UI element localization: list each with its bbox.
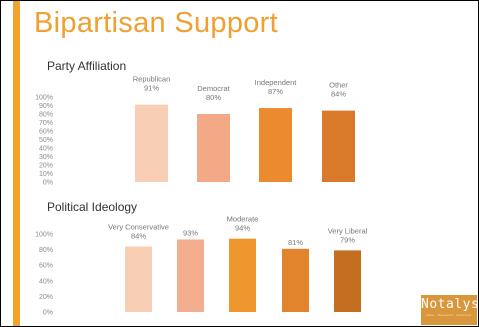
political-ideology-title: Political Ideology	[47, 200, 138, 214]
value-label: 79%	[340, 235, 355, 244]
notalys-logo: Notalys Data · Research · Solutions	[421, 295, 478, 325]
value-label: 80%	[206, 93, 221, 102]
slide-title: Bipartisan Support	[34, 7, 278, 39]
y-tick-label: 50%	[39, 137, 53, 144]
category-label: Republican	[133, 75, 171, 84]
party-affiliation-title: Party Affiliation	[47, 59, 127, 73]
y-tick-label: 60%	[39, 263, 53, 270]
value-label: 87%	[268, 87, 283, 96]
value-label: 84%	[131, 231, 146, 240]
category-label: Democrat	[197, 84, 230, 93]
bar-moderate	[229, 238, 256, 312]
bar-other	[322, 110, 355, 182]
bar-very-liberal	[334, 250, 361, 312]
bar-unlabeled-4	[282, 248, 309, 312]
y-tick-label: 60%	[39, 129, 53, 136]
y-tick-label: 0%	[43, 310, 53, 317]
y-tick-label: 100%	[35, 95, 53, 102]
bar-unlabeled-2	[177, 239, 204, 312]
y-tick-label: 30%	[39, 154, 53, 161]
y-tick-label: 40%	[39, 146, 53, 153]
y-tick-label: 20%	[39, 163, 53, 170]
value-label: 94%	[235, 224, 250, 233]
bar-very-conservative	[125, 246, 152, 312]
category-label: Other	[329, 81, 348, 90]
y-tick-label: 40%	[39, 278, 53, 285]
y-tick-label: 0%	[43, 180, 53, 187]
value-label: 93%	[183, 228, 198, 237]
category-label: Independent	[255, 78, 298, 87]
y-tick-label: 20%	[39, 294, 53, 301]
value-label: 81%	[288, 238, 303, 247]
y-tick-label: 70%	[39, 120, 53, 127]
y-tick-label: 80%	[39, 112, 53, 119]
category-label: Moderate	[227, 215, 259, 224]
logo-text: Notalys	[421, 297, 478, 312]
accent-bar	[13, 1, 20, 326]
y-tick-label: 80%	[39, 247, 53, 254]
y-tick-label: 10%	[39, 171, 53, 178]
bar-democrat	[197, 114, 230, 182]
value-label: 84%	[331, 90, 346, 99]
category-label: Very Liberal	[328, 226, 368, 235]
category-label: Very Conservative	[108, 222, 169, 231]
y-tick-label: 100%	[35, 232, 53, 239]
bar-republican	[135, 104, 168, 182]
value-label: 91%	[144, 84, 159, 93]
bar-independent	[259, 108, 292, 182]
y-tick-label: 90%	[39, 103, 53, 110]
logo-tagline: Data · Research · Solutions	[426, 313, 472, 317]
